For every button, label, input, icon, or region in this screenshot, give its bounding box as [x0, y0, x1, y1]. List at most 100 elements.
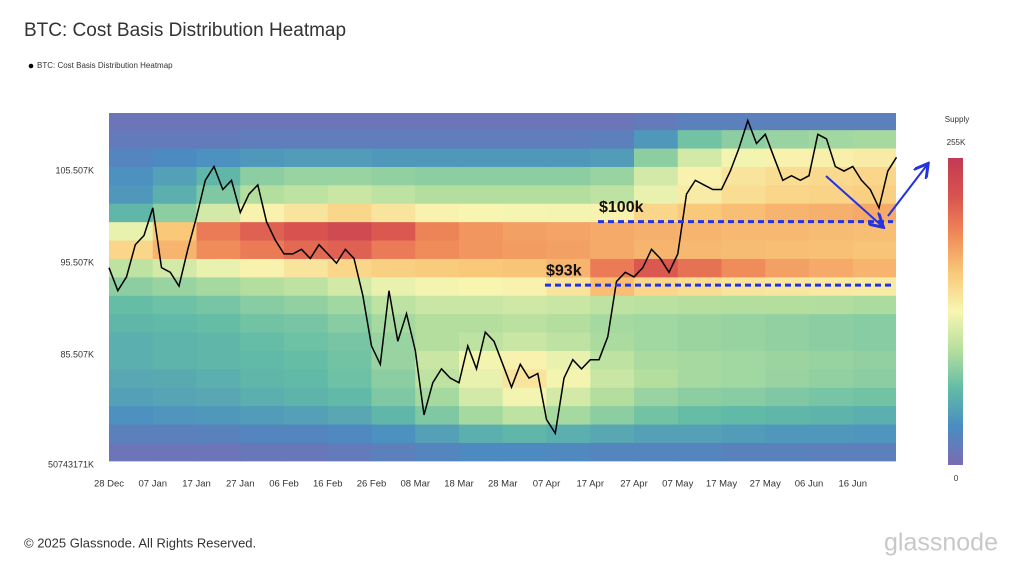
heat-cell [109, 313, 154, 333]
heat-cell [677, 368, 722, 388]
heat-cell [109, 221, 154, 241]
heat-cell [415, 313, 460, 333]
heat-cell [677, 405, 722, 425]
heat-cell [634, 350, 679, 370]
heat-cell [284, 240, 329, 259]
heat-cell [327, 424, 372, 443]
heat-cell [371, 332, 416, 351]
heat-cell [152, 387, 197, 407]
heat-cell [765, 113, 810, 131]
heat-cell [240, 442, 285, 462]
heat-cell [809, 203, 854, 223]
y-tick-label: 85.507K [60, 349, 94, 359]
heat-cell [196, 148, 241, 167]
x-tick-label: 27 Jan [226, 479, 255, 490]
heat-cell [152, 184, 197, 204]
heat-cell [677, 258, 722, 278]
heat-cell [415, 203, 460, 223]
heat-cell [546, 166, 591, 186]
heat-cell [677, 184, 722, 204]
x-tick-label: 17 Jan [182, 479, 211, 490]
heat-cell [546, 368, 591, 388]
heat-cell [677, 332, 722, 351]
heat-cell [852, 368, 896, 388]
heat-cell [284, 148, 329, 167]
heat-cell [546, 313, 591, 333]
x-tick-label: 16 Jun [838, 479, 867, 490]
heat-cell [765, 350, 810, 370]
heat-cell [415, 350, 460, 370]
heat-cell [852, 442, 896, 462]
heat-cell [284, 258, 329, 278]
heat-cell [415, 113, 460, 131]
heat-cell [415, 332, 460, 351]
heat-cell [852, 350, 896, 370]
heat-cell [590, 424, 635, 443]
x-tick-label: 07 Apr [533, 479, 560, 490]
heat-cell [415, 258, 460, 278]
brand-logo: glassnode [884, 529, 998, 557]
heat-cell [765, 203, 810, 223]
heat-cell [240, 221, 285, 241]
heat-cell [415, 405, 460, 425]
heat-cell [852, 148, 896, 167]
heat-cell [634, 129, 679, 149]
heat-cell [415, 240, 460, 259]
heat-cell [327, 221, 372, 241]
heat-cell [809, 350, 854, 370]
heat-cell [721, 387, 766, 407]
heat-cell [196, 442, 241, 462]
heat-cell [415, 221, 460, 241]
heat-cell [284, 442, 329, 462]
heat-cell [502, 166, 547, 186]
overlay: $100k $93k [108, 118, 898, 436]
heat-cell [852, 221, 896, 241]
heat-cell [677, 295, 722, 315]
heat-cell [721, 258, 766, 278]
heat-cell [502, 148, 547, 167]
heat-cell [852, 258, 896, 278]
heat-cell [284, 424, 329, 443]
heat-cell [152, 368, 197, 388]
heat-cell [327, 148, 372, 167]
heat-cell [284, 276, 329, 296]
heat-cell [765, 442, 810, 462]
heat-cell [721, 368, 766, 388]
heat-cell [284, 313, 329, 333]
x-tick-label: 28 Dec [94, 479, 124, 490]
heat-cell [809, 442, 854, 462]
heat-cell [502, 313, 547, 333]
heat-cell [327, 276, 372, 296]
heat-cell [546, 221, 591, 241]
heat-cell [327, 258, 372, 278]
heat-cell [196, 203, 241, 223]
heat-cell [152, 258, 197, 278]
heat-cell [721, 240, 766, 259]
heat-cell [809, 387, 854, 407]
x-tick-label: 16 Feb [313, 479, 343, 490]
heat-cell [327, 203, 372, 223]
heat-cell [765, 184, 810, 204]
heat-cell [284, 350, 329, 370]
heat-cell [502, 221, 547, 241]
heat-cell [459, 166, 504, 186]
arrow-up [887, 165, 927, 217]
heat-cell [240, 258, 285, 278]
heat-cell [196, 424, 241, 443]
heat-cell [721, 276, 766, 296]
heat-cell [152, 166, 197, 186]
heat-cell [546, 442, 591, 462]
heat-cell [109, 424, 154, 443]
heat-cell [284, 295, 329, 315]
heat-cell [415, 387, 460, 407]
heat-cell [502, 258, 547, 278]
heat-cell [765, 387, 810, 407]
heat-cell [721, 166, 766, 186]
heat-cell [371, 424, 416, 443]
heat-cell [765, 368, 810, 388]
copyright: © 2025 Glassnode. All Rights Reserved. [24, 535, 256, 550]
heat-cell [284, 221, 329, 241]
heat-cell [152, 203, 197, 223]
heat-cell [677, 148, 722, 167]
